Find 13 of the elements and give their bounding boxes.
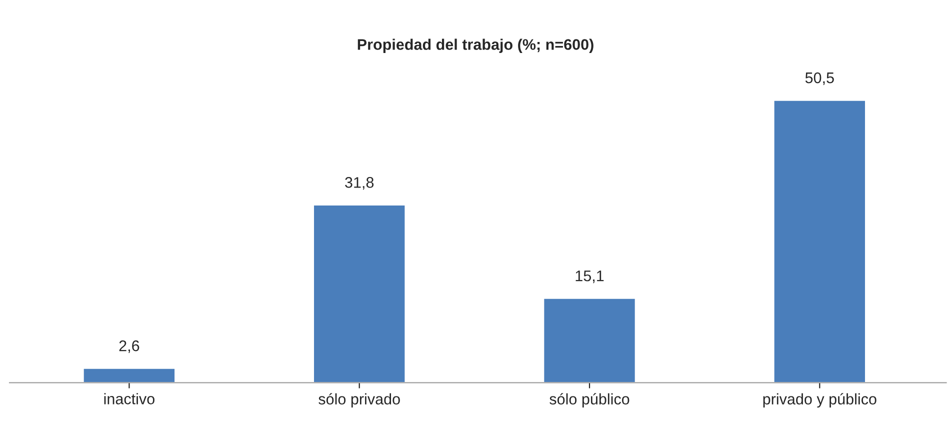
- data-label: 15,1: [576, 270, 604, 284]
- data-label: 31,8: [345, 177, 374, 190]
- bar: [542, 298, 636, 383]
- x-tick-label: sólo privado: [318, 393, 400, 408]
- data-label: 50,5: [805, 72, 834, 86]
- x-tick-label: inactivo: [104, 393, 154, 404]
- bar: [312, 204, 406, 383]
- bar: [82, 367, 176, 383]
- chart-title: Propiedad del trabajo (%; n=600): [358, 38, 594, 53]
- x-tick-label: sólo público: [550, 393, 630, 408]
- data-label: 2,6: [119, 340, 140, 354]
- x-tick-label: privado y público: [763, 393, 876, 408]
- bar: [772, 99, 866, 383]
